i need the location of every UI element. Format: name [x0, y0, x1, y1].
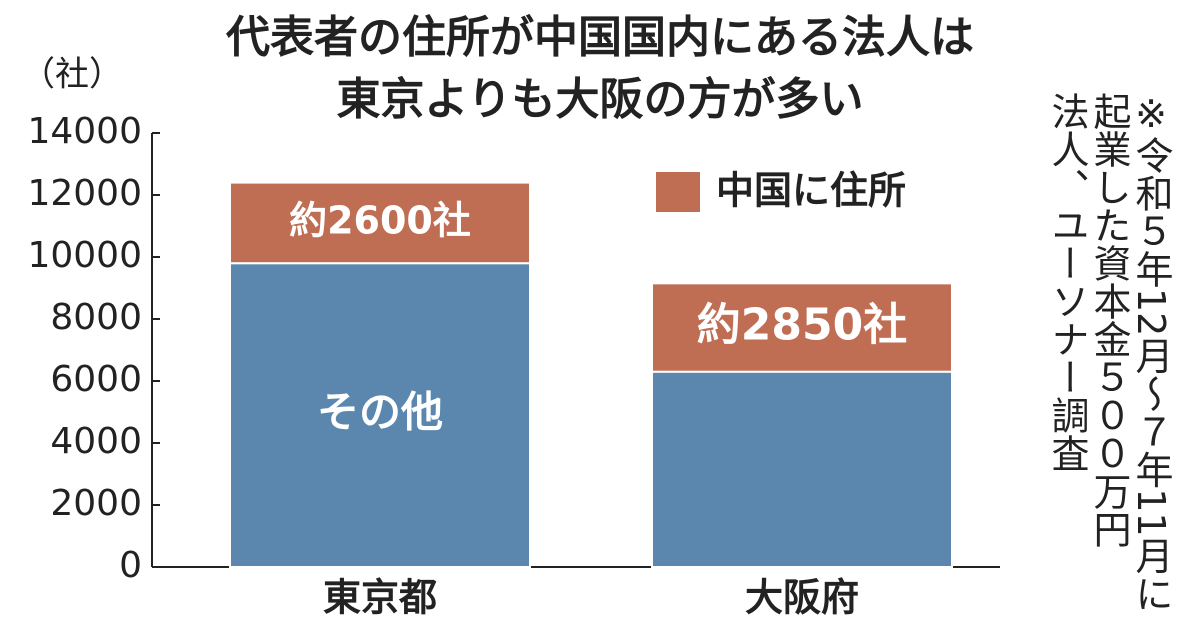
bar-segment	[229, 181, 531, 265]
x-tick-label: 大阪府	[745, 576, 859, 620]
y-tick-label: 8000	[50, 297, 142, 338]
note: 起業した資本金５００万円	[1087, 92, 1131, 548]
y-tick-label: 4000	[50, 421, 142, 462]
chart-title: 東京よりも大阪の方が多い	[336, 74, 863, 125]
note: ※令和５年12月～７年11月に	[1129, 92, 1173, 613]
y-tick-label: 14000	[27, 111, 142, 152]
legend-swatch	[656, 172, 700, 212]
chart-title: 代表者の住所が中国国内にある法人は	[225, 12, 974, 63]
y-axis-label: （社）	[21, 55, 123, 95]
y-tick-label: 2000	[50, 483, 142, 524]
data-label: 約2600社	[289, 198, 471, 242]
series-label: その他	[317, 388, 443, 437]
note: 法人、ユーソナー調査	[1045, 92, 1089, 472]
y-tick-label: 6000	[50, 359, 142, 400]
data-label: 約2850社	[697, 300, 907, 351]
bar-segment	[651, 282, 953, 373]
y-tick-label: 12000	[27, 173, 142, 214]
x-tick-label: 東京都	[323, 576, 437, 620]
y-tick-label: 0	[119, 545, 142, 586]
legend-label: 中国に住所	[716, 169, 906, 213]
bar-segment	[651, 370, 953, 569]
y-tick-label: 10000	[27, 235, 142, 276]
